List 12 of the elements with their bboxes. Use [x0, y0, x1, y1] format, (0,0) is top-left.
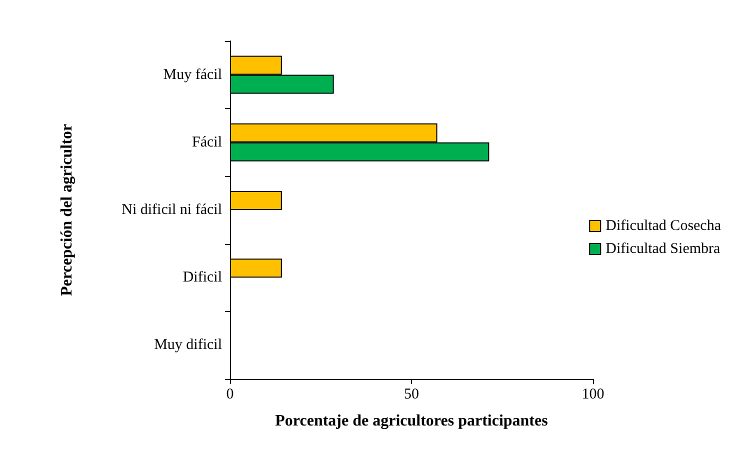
y-tick-label: Muy dificil: [154, 337, 222, 354]
x-axis-title: Porcentaje de agricultores participantes: [275, 412, 548, 430]
x-tick-label: 100: [582, 386, 604, 402]
x-tick-label: 50: [404, 386, 419, 402]
y-tick-label: Ni dificil ni fácil: [122, 202, 222, 218]
x-tick-label: 0: [226, 386, 234, 402]
y-tick-label: Muy fácil: [163, 66, 222, 83]
legend-label: Dificultad Cosecha: [606, 218, 722, 234]
y-tick-label: Fácil: [192, 134, 222, 150]
y-tick-label: Dificil: [182, 270, 222, 286]
y-axis-title: Percepción del agricultor: [58, 124, 76, 296]
legend-label: Dificultad Siembra: [606, 241, 721, 257]
